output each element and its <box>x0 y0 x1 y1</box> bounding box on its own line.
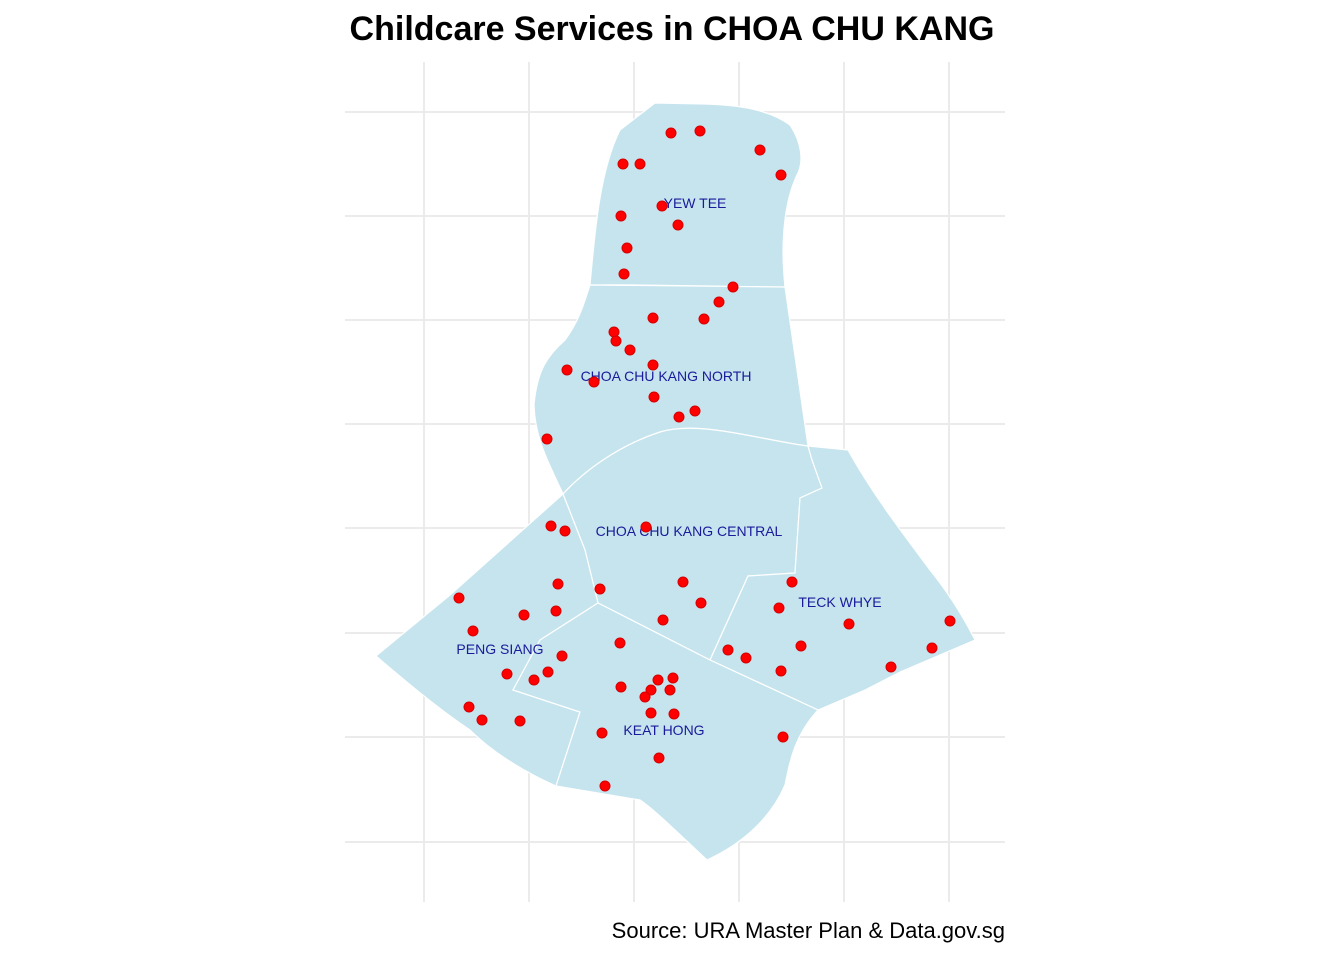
childcare-point[interactable] <box>689 405 701 417</box>
childcare-point[interactable] <box>610 335 622 347</box>
childcare-point[interactable] <box>645 684 657 696</box>
childcare-point[interactable] <box>713 296 725 308</box>
childcare-point[interactable] <box>795 640 807 652</box>
childcare-point[interactable] <box>667 672 679 684</box>
childcare-point[interactable] <box>673 411 685 423</box>
childcare-point[interactable] <box>640 521 652 533</box>
childcare-point[interactable] <box>695 597 707 609</box>
childcare-point[interactable] <box>588 376 600 388</box>
childcare-point[interactable] <box>561 364 573 376</box>
childcare-point[interactable] <box>594 583 606 595</box>
region-label-keat-hong: KEAT HONG <box>623 722 704 738</box>
childcare-point[interactable] <box>541 433 553 445</box>
childcare-point[interactable] <box>754 144 766 156</box>
childcare-point[interactable] <box>463 701 475 713</box>
region-label-teck-whye: TECK WHYE <box>798 594 881 610</box>
childcare-point[interactable] <box>615 210 627 222</box>
childcare-point[interactable] <box>740 652 752 664</box>
childcare-point[interactable] <box>453 592 465 604</box>
childcare-point[interactable] <box>698 313 710 325</box>
childcare-point[interactable] <box>657 614 669 626</box>
childcare-point[interactable] <box>501 668 513 680</box>
childcare-point[interactable] <box>944 615 956 627</box>
childcare-point[interactable] <box>476 714 488 726</box>
childcare-point[interactable] <box>514 715 526 727</box>
childcare-point[interactable] <box>786 576 798 588</box>
region-label-peng-siang: PENG SIANG <box>456 641 543 657</box>
childcare-point[interactable] <box>677 576 689 588</box>
childcare-point[interactable] <box>885 661 897 673</box>
childcare-point[interactable] <box>550 605 562 617</box>
region-label-choa-chu-kang-central: CHOA CHU KANG CENTRAL <box>596 523 783 539</box>
childcare-point[interactable] <box>556 650 568 662</box>
childcare-point[interactable] <box>615 681 627 693</box>
region-label-yew-tee: YEW TEE <box>664 195 727 211</box>
childcare-point[interactable] <box>727 281 739 293</box>
childcare-point[interactable] <box>614 637 626 649</box>
childcare-point[interactable] <box>722 644 734 656</box>
childcare-point[interactable] <box>652 674 664 686</box>
childcare-point[interactable] <box>528 674 540 686</box>
childcare-point[interactable] <box>608 326 620 338</box>
childcare-point[interactable] <box>596 727 608 739</box>
childcare-point[interactable] <box>672 219 684 231</box>
childcare-point[interactable] <box>926 642 938 654</box>
childcare-point[interactable] <box>545 520 557 532</box>
childcare-point[interactable] <box>617 158 629 170</box>
childcare-point[interactable] <box>648 391 660 403</box>
childcare-point[interactable] <box>618 268 630 280</box>
childcare-point[interactable] <box>694 125 706 137</box>
childcare-point[interactable] <box>653 752 665 764</box>
childcare-point[interactable] <box>599 780 611 792</box>
childcare-point[interactable] <box>552 578 564 590</box>
childcare-point[interactable] <box>559 525 571 537</box>
regions <box>375 102 976 861</box>
map-title: Childcare Services in CHOA CHU KANG <box>349 10 995 48</box>
childcare-point[interactable] <box>647 359 659 371</box>
childcare-point[interactable] <box>843 618 855 630</box>
childcare-point[interactable] <box>624 344 636 356</box>
map-caption: Source: URA Master Plan & Data.gov.sg <box>611 918 1005 943</box>
childcare-point[interactable] <box>621 242 633 254</box>
childcare-point[interactable] <box>773 602 785 614</box>
region-label-choa-chu-kang-north: CHOA CHU KANG NORTH <box>581 368 752 384</box>
region-keat-hong[interactable] <box>512 602 819 861</box>
childcare-point[interactable] <box>467 625 479 637</box>
childcare-point[interactable] <box>775 169 787 181</box>
childcare-point[interactable] <box>645 707 657 719</box>
region-labels: YEW TEE CHOA CHU KANG NORTH CHOA CHU KAN… <box>456 195 881 738</box>
childcare-points <box>453 125 956 792</box>
childcare-point[interactable] <box>634 158 646 170</box>
childcare-point[interactable] <box>665 127 677 139</box>
childcare-point[interactable] <box>518 609 530 621</box>
childcare-point[interactable] <box>639 691 651 703</box>
childcare-point[interactable] <box>656 200 668 212</box>
childcare-point[interactable] <box>668 708 680 720</box>
childcare-point[interactable] <box>664 684 676 696</box>
childcare-point[interactable] <box>775 665 787 677</box>
childcare-point[interactable] <box>777 731 789 743</box>
childcare-point[interactable] <box>542 666 554 678</box>
childcare-point[interactable] <box>647 312 659 324</box>
